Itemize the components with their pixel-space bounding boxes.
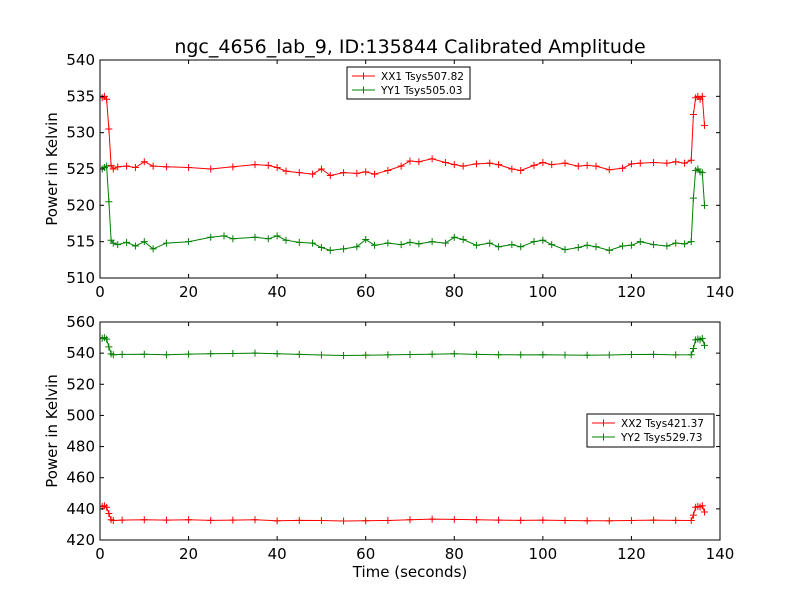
top-y-tick-label: 525	[66, 160, 95, 178]
top-legend-entry-2: YY1 Tsys505.03	[380, 85, 462, 97]
top-y-tick-label: 540	[66, 51, 95, 69]
top-legend-entry-1: XX1 Tsys507.82	[381, 71, 464, 83]
bottom-x-tick-label: 80	[445, 545, 464, 563]
x-axis-label: Time (seconds)	[352, 563, 468, 581]
chart-title: ngc_4656_lab_9, ID:135844 Calibrated Amp…	[174, 36, 645, 58]
top-x-tick-label: 100	[529, 283, 558, 301]
bottom-x-tick-label: 20	[179, 545, 198, 563]
top-y-tick-label: 515	[66, 233, 95, 251]
bottom-y-tick-label: 460	[66, 469, 95, 487]
top-x-tick-label: 80	[445, 283, 464, 301]
bottom-x-tick-label: 120	[617, 545, 646, 563]
calibrated-amplitude-figure: ngc_4656_lab_9, ID:135844 Calibrated Amp…	[0, 0, 800, 600]
top-y-axis-label: Power in Kelvin	[43, 112, 61, 226]
bottom-y-tick-label: 480	[66, 438, 95, 456]
bottom-y-tick-label: 540	[66, 344, 95, 362]
bottom-y-tick-label: 520	[66, 375, 95, 393]
bottom-x-tick-label: 100	[529, 545, 558, 563]
bottom-x-tick-label: 60	[356, 545, 375, 563]
bottom-legend-entry-1: XX2 Tsys421.37	[621, 418, 704, 430]
bottom-x-tick-label: 140	[706, 545, 735, 563]
bottom-x-tick-label: 0	[95, 545, 105, 563]
bottom-y-axis-label: Power in Kelvin	[43, 374, 61, 488]
top-y-tick-label: 520	[66, 196, 95, 214]
top-x-tick-label: 20	[179, 283, 198, 301]
top-y-tick-label: 510	[66, 269, 95, 287]
top-y-tick-label: 530	[66, 124, 95, 142]
bottom-y-tick-label: 560	[66, 313, 95, 331]
bottom-legend: XX2 Tsys421.37 YY2 Tsys529.73	[587, 414, 714, 447]
bottom-y-tick-label: 500	[66, 406, 95, 424]
top-x-tick-label: 60	[356, 283, 375, 301]
bottom-legend-entry-2: YY2 Tsys529.73	[620, 432, 702, 444]
top-x-tick-label: 0	[95, 283, 105, 301]
top-x-tick-label: 40	[268, 283, 287, 301]
bottom-y-tick-label: 440	[66, 500, 95, 518]
bottom-x-tick-label: 40	[268, 545, 287, 563]
top-x-tick-label: 140	[706, 283, 735, 301]
top-x-tick-label: 120	[617, 283, 646, 301]
top-legend: XX1 Tsys507.82 YY1 Tsys505.03	[347, 67, 470, 99]
top-y-tick-label: 535	[66, 87, 95, 105]
bottom-y-tick-label: 420	[66, 531, 95, 549]
